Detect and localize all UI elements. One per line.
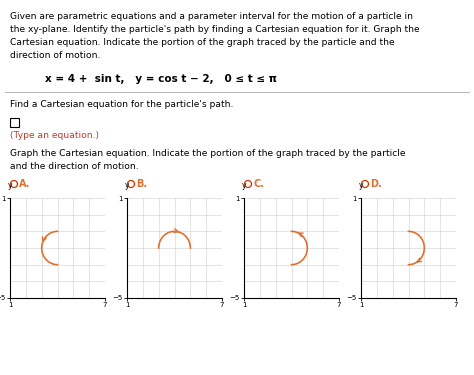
Text: direction of motion.: direction of motion. [10, 51, 100, 60]
Text: the xy-plane. Identify the particle's path by finding a Cartesian equation for i: the xy-plane. Identify the particle's pa… [10, 25, 419, 34]
Text: D.: D. [370, 179, 382, 189]
Text: y: y [359, 181, 363, 190]
Text: Given are parametric equations and a parameter interval for the motion of a part: Given are parametric equations and a par… [10, 12, 413, 21]
Bar [10, 118, 19, 127]
Text: Cartesian equation. Indicate the portion of the graph traced by the particle and: Cartesian equation. Indicate the portion… [10, 38, 395, 47]
Text: Graph the Cartesian equation. Indicate the portion of the graph traced by the pa: Graph the Cartesian equation. Indicate t… [10, 149, 405, 158]
Text: C.: C. [253, 179, 264, 189]
Text: B.: B. [136, 179, 147, 189]
Text: y: y [8, 181, 12, 190]
Text: y: y [125, 181, 129, 190]
Text: x = 4 +  sin t,   y = cos t − 2,   0 ≤ t ≤ π: x = 4 + sin t, y = cos t − 2, 0 ≤ t ≤ π [45, 74, 277, 84]
Text: (Type an equation.): (Type an equation.) [10, 131, 99, 140]
Text: y: y [242, 181, 246, 190]
Text: Find a Cartesian equation for the particle's path.: Find a Cartesian equation for the partic… [10, 100, 233, 109]
Text: and the direction of motion.: and the direction of motion. [10, 162, 138, 171]
Text: A.: A. [19, 179, 30, 189]
